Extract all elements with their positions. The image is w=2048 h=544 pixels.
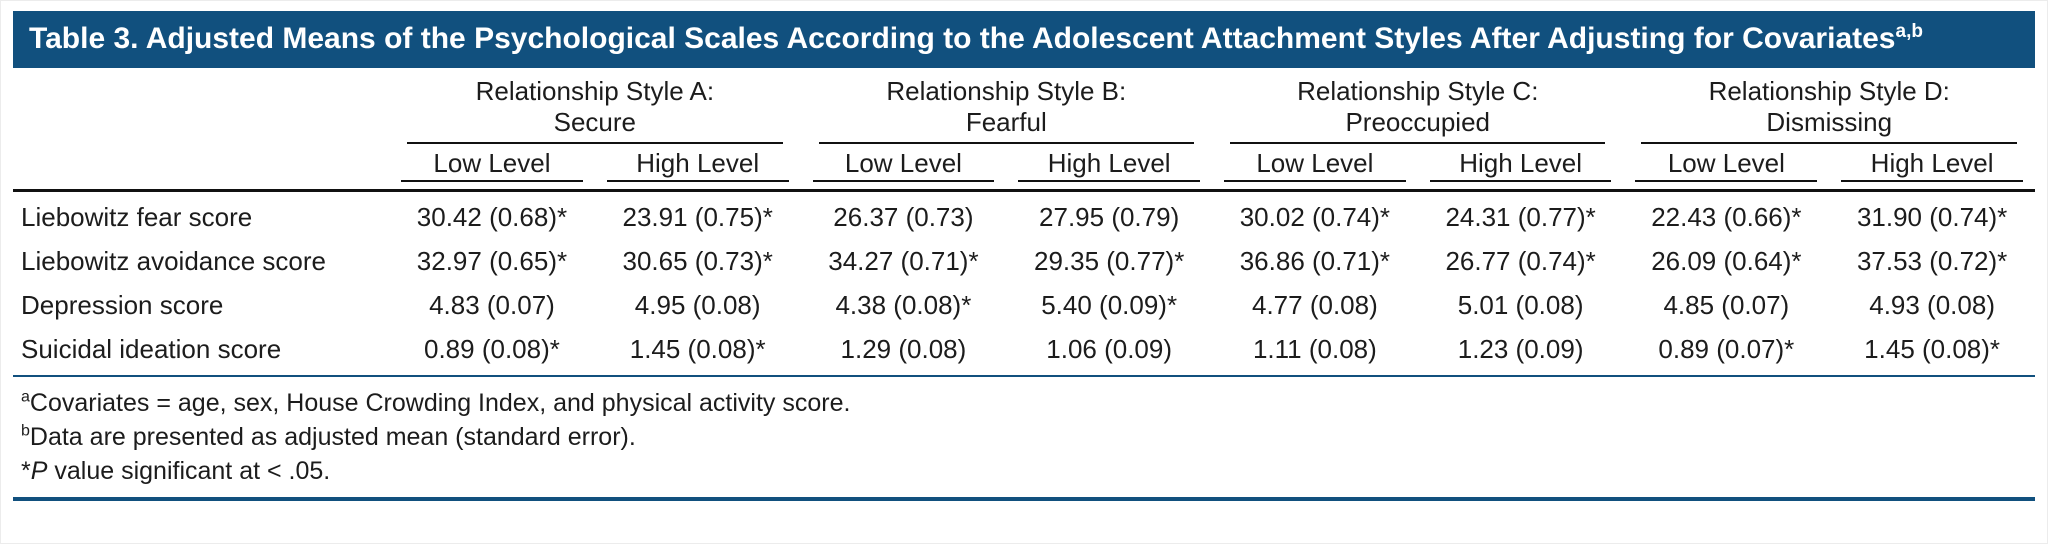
data-cell: 0.89 (0.07)* xyxy=(1623,327,1830,377)
group-header-underline: Relationship Style C: Preoccupied xyxy=(1230,76,1606,144)
stub-cell xyxy=(13,76,389,144)
table-row: Depression score 4.83 (0.07) 4.95 (0.08)… xyxy=(13,283,2035,327)
footnote-b: bData are presented as adjusted mean (st… xyxy=(21,420,2027,454)
bottom-rule xyxy=(13,497,2035,501)
data-table: Relationship Style A: Secure Relationshi… xyxy=(13,76,2035,377)
data-cell: 4.77 (0.08) xyxy=(1252,290,1378,320)
data-cell: 26.09 (0.64)* xyxy=(1651,246,1802,276)
data-cell: 24.31 (0.77)* xyxy=(1445,202,1596,232)
group-header-line1: Relationship Style A: xyxy=(475,76,715,106)
footnote-marker: b xyxy=(21,422,30,440)
data-cell: 5.40 (0.09)* xyxy=(1041,290,1178,320)
sub-header-high: High Level xyxy=(1417,144,1624,192)
footnote-text: Covariates = age, sex, House Crowding In… xyxy=(29,389,851,417)
group-header-line2: Secure xyxy=(553,107,636,137)
row-label: Liebowitz avoidance score xyxy=(21,246,326,276)
group-header-underline: Relationship Style A: Secure xyxy=(407,76,783,144)
table-title-superscript: a,b xyxy=(1895,21,1923,42)
footnote-a: aCovariates = age, sex, House Crowding I… xyxy=(21,386,2027,420)
sub-header-label: Low Level xyxy=(401,144,583,182)
sub-header-row: Low Level High Level Low Level High Leve… xyxy=(13,144,2035,192)
group-header-line2: Fearful xyxy=(965,107,1047,137)
group-header-line2: Preoccupied xyxy=(1345,107,1491,137)
data-cell: 32.97 (0.65)* xyxy=(416,246,568,276)
data-cell: 4.85 (0.07) xyxy=(1663,290,1790,320)
data-cell: 1.45 (0.08)* xyxy=(594,327,801,377)
data-cell: 0.89 (0.08)* xyxy=(389,327,595,377)
data-cell: 37.53 (0.72)* xyxy=(1856,246,2008,276)
sub-header-low: Low Level xyxy=(1623,144,1830,192)
table-title: Table 3. Adjusted Means of the Psycholog… xyxy=(29,20,2019,57)
footnote-marker: a xyxy=(21,388,30,406)
sub-header-label: Low Level xyxy=(1635,144,1818,182)
data-cell: 4.95 (0.08) xyxy=(634,290,761,320)
data-cell: 27.95 (0.79) xyxy=(1039,202,1180,232)
group-header-line1: Relationship Style D: xyxy=(1708,76,1950,106)
data-cell: 4.38 (0.08)* xyxy=(835,290,972,320)
data-cell: 30.02 (0.74)* xyxy=(1239,202,1391,232)
sub-header-high: High Level xyxy=(1006,144,1213,192)
sub-header-label: High Level xyxy=(606,144,789,182)
data-cell: 1.11 (0.08) xyxy=(1212,327,1418,377)
stub-cell xyxy=(13,144,390,192)
sub-header-label: Low Level xyxy=(1224,144,1406,182)
group-header-style-b: Relationship Style B: Fearful xyxy=(801,76,1212,144)
row-label: Liebowitz fear score xyxy=(21,202,253,232)
data-cell: 34.27 (0.71)* xyxy=(828,246,979,276)
table-row: Liebowitz fear score 30.42 (0.68)* 23.91… xyxy=(13,191,2035,240)
sub-header-high: High Level xyxy=(1829,144,2035,192)
data-cell: 30.65 (0.73)* xyxy=(622,246,773,276)
sub-header-low: Low Level xyxy=(1212,144,1418,192)
table-title-text: Table 3. Adjusted Means of the Psycholog… xyxy=(29,22,1896,55)
table-title-bar: Table 3. Adjusted Means of the Psycholog… xyxy=(13,11,2035,68)
table-row: Suicidal ideation score 0.89 (0.08)* 1.4… xyxy=(13,327,2035,377)
footnote-p-symbol: P xyxy=(30,457,48,485)
data-cell: 26.77 (0.74)* xyxy=(1445,246,1596,276)
footnote-significance: *P value significant at < .05. xyxy=(21,454,2027,488)
data-cell: 22.43 (0.66)* xyxy=(1651,202,1802,232)
data-cell: 1.29 (0.08) xyxy=(800,327,1007,377)
data-cell: 30.42 (0.68)* xyxy=(416,202,568,232)
footnote-text: Data are presented as adjusted mean (sta… xyxy=(29,423,636,451)
row-label: Depression score xyxy=(21,290,224,320)
sub-header-high: High Level xyxy=(594,144,801,192)
group-header-line1: Relationship Style C: xyxy=(1297,76,1539,106)
group-header-underline: Relationship Style B: Fearful xyxy=(818,76,1195,144)
group-header-underline: Relationship Style D: Dismissing xyxy=(1641,76,2017,144)
data-cell: 1.45 (0.08)* xyxy=(1829,327,2035,377)
group-header-line1: Relationship Style B: xyxy=(886,76,1127,106)
data-cell: 26.37 (0.73) xyxy=(833,202,974,232)
sub-header-label: High Level xyxy=(1429,144,1612,182)
footnotes: aCovariates = age, sex, House Crowding I… xyxy=(13,377,2035,488)
sub-header-low: Low Level xyxy=(800,144,1007,192)
sub-header-low: Low Level xyxy=(389,144,595,192)
data-cell: 1.23 (0.09) xyxy=(1417,327,1624,377)
sub-header-label: Low Level xyxy=(812,144,995,182)
sub-header-label: High Level xyxy=(1841,144,2023,182)
data-cell: 23.91 (0.75)* xyxy=(622,202,773,232)
group-header-style-a: Relationship Style A: Secure xyxy=(389,76,800,144)
row-label: Suicidal ideation score xyxy=(13,327,390,377)
group-header-line2: Dismissing xyxy=(1766,107,1893,137)
data-cell: 4.93 (0.08) xyxy=(1869,290,1995,320)
group-header-style-d: Relationship Style D: Dismissing xyxy=(1623,76,2035,144)
data-cell: 31.90 (0.74)* xyxy=(1856,202,2008,232)
data-cell: 1.06 (0.09) xyxy=(1006,327,1213,377)
group-header-row: Relationship Style A: Secure Relationshi… xyxy=(13,76,2035,144)
footnote-marker: * xyxy=(21,457,31,485)
group-header-style-c: Relationship Style C: Preoccupied xyxy=(1212,76,1623,144)
data-cell: 36.86 (0.71)* xyxy=(1239,246,1391,276)
table-row: Liebowitz avoidance score 32.97 (0.65)* … xyxy=(13,239,2035,283)
data-cell: 29.35 (0.77)* xyxy=(1033,246,1185,276)
sub-header-label: High Level xyxy=(1018,144,1201,182)
data-cell: 5.01 (0.08) xyxy=(1457,290,1584,320)
data-cell: 4.83 (0.07) xyxy=(429,290,555,320)
footnote-text: value significant at < .05. xyxy=(47,457,331,485)
